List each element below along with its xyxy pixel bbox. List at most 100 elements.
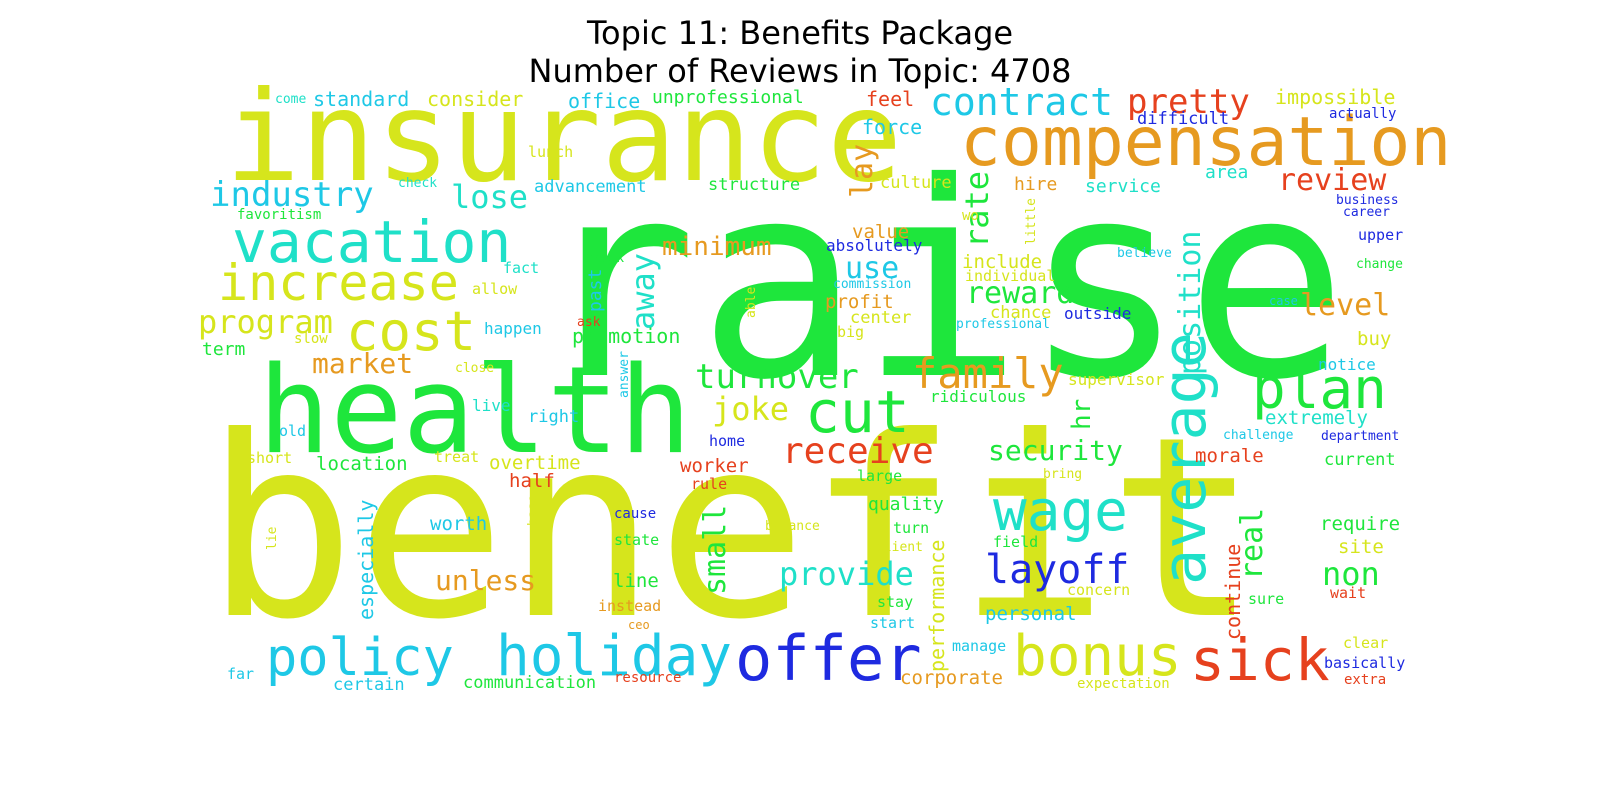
word-slow: slow [294, 331, 328, 347]
word-right: right [528, 407, 579, 427]
word-quality: quality [868, 494, 944, 515]
word-real: real [1235, 508, 1270, 580]
word-receive: receive [782, 431, 934, 472]
word-professional: professional [956, 317, 1050, 332]
word-office: office [568, 89, 640, 113]
word-chance: chance [990, 303, 1051, 323]
word-believe: believe [1117, 246, 1172, 261]
word-base: base [526, 495, 541, 526]
word-certain: certain [333, 675, 405, 695]
word-layoff: layoff [985, 547, 1130, 593]
word-provide: provide [779, 555, 914, 593]
word-insurance: insurance [225, 65, 902, 210]
word-client: client [876, 540, 923, 555]
word-impossible: impossible [1275, 85, 1395, 109]
word-unless: unless [435, 564, 536, 597]
word-performance: performance [925, 540, 949, 672]
word-business: business [1336, 193, 1399, 208]
word-average: average [1150, 332, 1220, 585]
word-compensation: compensation [960, 103, 1451, 182]
word-service: service [1085, 176, 1161, 197]
word-clear: clear [1343, 634, 1388, 652]
word-expectation: expectation [1077, 676, 1170, 692]
word-outside: outside [1064, 304, 1131, 323]
word-force: force [862, 115, 922, 139]
word-far: far [227, 665, 254, 683]
word-term: term [202, 339, 245, 360]
word-minimum: minimum [662, 232, 772, 262]
word-supervisor: supervisor [1068, 370, 1165, 389]
word-pretty: pretty [1127, 82, 1250, 122]
word-non: non [1322, 555, 1380, 593]
word-rate: rate [958, 171, 996, 248]
word-commission: commission [833, 277, 911, 292]
word-cost: cost [346, 300, 476, 363]
word-ridiculous: ridiculous [930, 387, 1026, 406]
word-cause: cause [614, 506, 656, 522]
word-break: break [585, 251, 624, 266]
word-big: big [837, 323, 864, 341]
word-small: small [698, 505, 733, 595]
word-site: site [1338, 536, 1384, 558]
word-vacation: vacation [232, 208, 511, 276]
word-happen: happen [484, 319, 542, 338]
word-department: department [1321, 429, 1399, 444]
word-turnover: turnover [695, 357, 859, 397]
word-personal: personal [985, 603, 1077, 625]
word-structure: structure [708, 175, 800, 195]
word-current: current [1324, 450, 1396, 470]
word-away: away [624, 253, 662, 330]
word-use: use [845, 251, 899, 286]
word-fact: fact [503, 259, 539, 277]
word-large: large [857, 467, 902, 485]
word-contract: contract [930, 80, 1113, 124]
word-close: close [455, 361, 494, 376]
word-lunch: lunch [528, 143, 573, 161]
word-promotion: promotion [572, 324, 680, 348]
word-favoritism: favoritism [237, 207, 321, 223]
word-wo: wo [962, 208, 979, 224]
word-line: line [613, 570, 659, 592]
word-bonus: bonus [1013, 624, 1182, 689]
word-upper: upper [1358, 226, 1403, 244]
word-ceo: ceo [628, 618, 650, 632]
word-absolutely: absolutely [826, 236, 923, 255]
word-increase: increase [218, 254, 459, 312]
word-extra: extra [1344, 672, 1386, 688]
word-resource: resource [614, 670, 681, 686]
word-morale: morale [1195, 445, 1264, 467]
word-manage: manage [952, 637, 1006, 655]
word-ask: ask [577, 315, 601, 330]
word-actually: actually [1329, 106, 1396, 122]
word-plan: plan [1252, 357, 1387, 422]
word-consider: consider [427, 87, 523, 111]
word-concern: concern [1067, 581, 1130, 599]
word-hire: hire [1014, 174, 1057, 195]
word-profit: profit [825, 291, 894, 313]
word-cut: cut [805, 378, 910, 446]
word-position: position [1173, 231, 1208, 376]
word-lay: lay [845, 144, 880, 198]
word-lose: lose [451, 178, 528, 216]
word-feel: feel [866, 87, 914, 111]
word-individual: individual [965, 267, 1055, 285]
word-allow: allow [472, 280, 518, 298]
word-notice: notice [1318, 355, 1376, 374]
word-treat: treat [434, 448, 479, 466]
word-communication: communication [463, 673, 596, 693]
word-review: review [1278, 163, 1387, 198]
word-answer: answer [617, 351, 632, 398]
word-bring: bring [1043, 467, 1082, 482]
word-worth: worth [430, 513, 487, 535]
word-short: short [247, 449, 292, 467]
word-program: program [198, 303, 333, 341]
word-level: level [1300, 288, 1390, 323]
word-little: little [1024, 198, 1039, 245]
word-wage: wage [993, 479, 1128, 544]
word-challenge: challenge [1223, 428, 1294, 443]
word-old: old [279, 422, 306, 440]
word-continue: continue [1221, 544, 1245, 640]
word-security: security [988, 434, 1123, 467]
word-especially: especially [354, 500, 378, 620]
